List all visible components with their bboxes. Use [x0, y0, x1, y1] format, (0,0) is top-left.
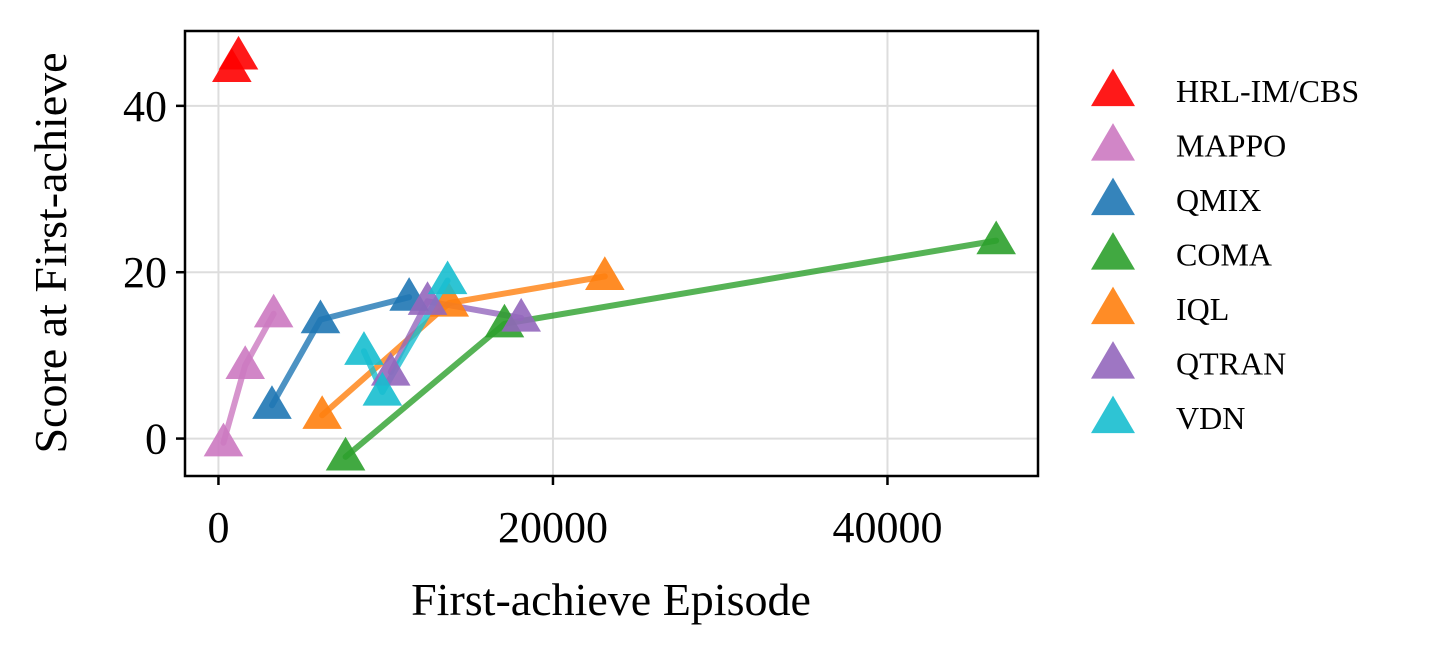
legend-marker-hrl-im-cbs — [1091, 68, 1135, 107]
x-axis-ticks: 0 20000 40000 — [207, 476, 942, 552]
data-point-coma-1 — [325, 436, 366, 471]
data-point-mappo-3 — [253, 293, 294, 328]
legend: HRL-IM/CBS MAPPO QMIX COMA IQL QTRAN VDN — [1091, 68, 1359, 436]
x-axis-label: First-achieve Episode — [411, 574, 811, 625]
data-point-mappo-2 — [225, 345, 266, 379]
legend-marker-coma — [1091, 232, 1135, 270]
data-point-vdn-3 — [427, 260, 468, 295]
series-markers — [203, 35, 1016, 471]
data-point-mappo-1 — [203, 422, 244, 457]
legend-label-vdn: VDN — [1176, 400, 1245, 436]
data-point-iql-1 — [302, 395, 342, 429]
legend-marker-qmix — [1091, 177, 1135, 216]
legend-marker-iql — [1091, 286, 1135, 325]
legend-label-coma: COMA — [1176, 237, 1272, 273]
data-point-hrl-im-cbs-2 — [218, 35, 259, 70]
y-tick-label: 40 — [123, 82, 167, 131]
legend-label-hrl-im-cbs: HRL-IM/CBS — [1176, 73, 1359, 109]
data-point-coma-3 — [976, 220, 1016, 255]
y-tick-label: 20 — [123, 248, 167, 297]
y-axis-label: Score at First-achieve — [25, 52, 76, 453]
legend-label-qtran: QTRAN — [1176, 346, 1286, 382]
y-axis-ticks: 0 20 40 — [123, 82, 185, 464]
data-point-vdn-2 — [362, 371, 403, 406]
x-tick-label: 40000 — [832, 503, 942, 552]
y-tick-label: 0 — [145, 415, 167, 464]
data-point-qtran-2 — [407, 281, 448, 315]
legend-marker-mappo — [1091, 123, 1135, 161]
x-tick-label: 0 — [207, 503, 229, 552]
legend-marker-vdn — [1091, 395, 1135, 434]
x-tick-label: 20000 — [498, 503, 608, 552]
data-point-vdn-1 — [344, 331, 384, 365]
data-point-iql-3 — [585, 256, 625, 290]
legend-label-mappo: MAPPO — [1176, 128, 1286, 164]
plot-frame — [183, 29, 1040, 478]
data-point-qtran-3 — [501, 297, 541, 332]
legend-label-iql: IQL — [1176, 291, 1229, 327]
data-point-qmix-2 — [300, 299, 341, 334]
data-point-qmix-1 — [252, 385, 292, 419]
legend-marker-qtran — [1091, 341, 1135, 379]
legend-label-qmix: QMIX — [1176, 182, 1261, 218]
